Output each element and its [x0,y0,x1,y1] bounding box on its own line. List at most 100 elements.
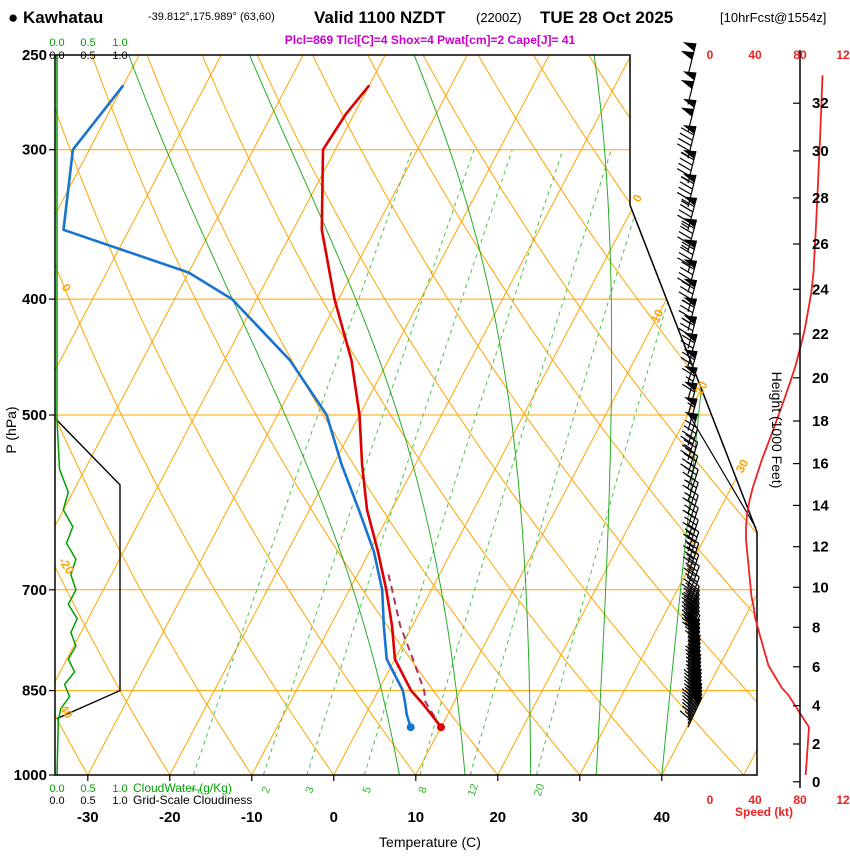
mixing-ratio-label-text: 12 [466,782,481,797]
cloudwater-axis-label: CloudWater (g/Kg) [133,781,232,795]
mixing-ratio-label: 1 2 3 5 8 12 20 [190,782,548,797]
height-axis-text: 16 [812,456,829,473]
temperature-axis-title: Temperature (C) [379,834,481,850]
height-axis-text: 12 [812,539,829,556]
pressure-tick-label-text: 1000 [14,767,47,784]
temperature-tick-label-text: -30 [77,809,99,826]
mixing-ratio-label-text: 1 [190,785,203,795]
forecast-info: [10hrFcst@1554z] [720,10,826,25]
pressure-tick-label: 250 300 400 500 700 850 1000 [14,47,55,784]
speed-tick-label-text: 40 [748,793,762,807]
height-axis-text: 10 [812,579,829,596]
height-axis-text: 26 [812,236,829,253]
cloudiness-tick-label: 0.00.00.50.51.01.0 [49,50,127,807]
wind-speed-curve [745,75,824,776]
cloudiness-tick-label-text: 0.5 [80,50,95,62]
height-axis-text: 8 [812,619,820,636]
cloudwater-tick-label-text: 0.0 [49,783,64,795]
height-axis-text: 4 [812,698,821,715]
wind-barb [680,433,699,475]
cloudiness-axis-label: Grid-Scale Cloudiness [133,793,252,807]
pressure-tick-label-text: 500 [22,407,47,424]
pressure-tick-label-text: 700 [22,582,47,599]
sounding-profiles [62,84,445,732]
pressure-tick-label-text: 400 [22,291,47,308]
height-axis-title: Height (1000 Feet) [769,372,785,489]
pressure-tick-label-text: 250 [22,47,47,64]
temperature-tick-label-text: 40 [653,809,670,826]
cloudwater-tick-label-text: 0.5 [80,37,95,49]
temperature-tick-label: -30 -20 -10 0 10 20 30 40 [77,775,670,826]
speed-tick-label-text: 0 [707,48,714,62]
wind-barb [678,297,698,331]
valid-zulu: (2200Z) [476,10,522,25]
adiabat-label-text: 40 [57,702,76,721]
cloudwater-tick-label-text: 1.0 [112,37,127,49]
valid-time: Valid 1100 NZDT [314,8,446,27]
cloudwater-tick-label-text: 1.0 [112,783,127,795]
speed-tick-label-text: 80 [793,48,807,62]
temperature-tick-label-text: -10 [241,809,263,826]
isotherm-label-text: 20 [692,379,711,398]
height-axis-text: 28 [812,190,829,207]
height-axis-text: 14 [812,497,829,514]
speed-tick-label-text: 40 [748,48,762,62]
dewpoint-line [62,84,412,728]
wind-barb [680,349,698,384]
parcel-path-line [387,574,442,728]
speed-tick-label: 0 0 40 40 80 80 12 12 [707,48,850,807]
surface-dewpoint-dot [406,723,415,732]
temperature-tick-label-text: 30 [571,809,588,826]
cloudiness-tick-label-text: 0.0 [49,795,64,807]
mixing-ratio-label-text: 20 [532,782,547,797]
cloud-fraction-line [56,419,121,720]
wind-barb [680,71,697,105]
pressure-tick-label-text: 300 [22,142,47,159]
station-name: ● Kawhatau [8,8,103,27]
pressure-axis-title: P (hPa) [3,406,19,453]
height-axis-text: 2 [812,736,820,753]
cloudiness-tick-label-text: 0.0 [49,50,64,62]
cloud-profiles [56,55,121,776]
cloudwater-tick-label-text: 0.5 [80,783,95,795]
wind-barb [682,523,700,564]
mixing-ratio-label-text: 2 [260,785,273,795]
cloudiness-tick-label-text: 1.0 [112,795,127,807]
mixing-ratio-label-text: 8 [416,785,429,795]
cloud-water-line [56,55,79,776]
wind-barb [680,447,699,488]
temperature-tick-label-text: 0 [330,809,338,826]
isotherm-label-text: 0 [630,192,646,205]
speed-profile-line [745,75,824,776]
valid-date: TUE 28 Oct 2025 [540,8,673,27]
speed-tick-label-text: 12 [836,793,850,807]
wind-barb [681,365,698,400]
temperature-tick-label-text: 20 [489,809,506,826]
wind-barb [676,125,697,159]
wind-barb [680,98,697,133]
height-axis-text: 24 [812,281,829,298]
temperature-line [320,84,443,728]
speed-tick-label-text: 80 [793,793,807,807]
height-axis-text: 22 [812,326,829,343]
mixing-ratio-label-text: 3 [303,785,316,795]
temperature-tick-label-text: -20 [159,809,181,826]
height-axis-text: 18 [812,413,829,430]
mixing-ratio-label-text: 5 [361,785,374,795]
cloudwater-tick-label-text: 0.0 [49,37,64,49]
wind-barb [681,381,698,416]
cloudiness-tick-label-text: 0.5 [80,795,95,807]
stability-indices: Plcl=869 Tlcl[C]=4 Shox=4 Pwat[cm]=2 Cap… [285,33,576,47]
height-axis-text: 32 [812,95,829,112]
height-axis-text: 0 [812,774,820,791]
pressure-tick-label-text: 850 [22,683,47,700]
temperature-tick-label-text: 10 [407,809,424,826]
height-axis-text: 6 [812,659,820,676]
wind-barbs [676,42,703,728]
speed-axis-label: Speed (kt) [735,805,793,819]
cloudwater-tick-label: 0.00.00.50.51.01.0 [49,37,127,795]
